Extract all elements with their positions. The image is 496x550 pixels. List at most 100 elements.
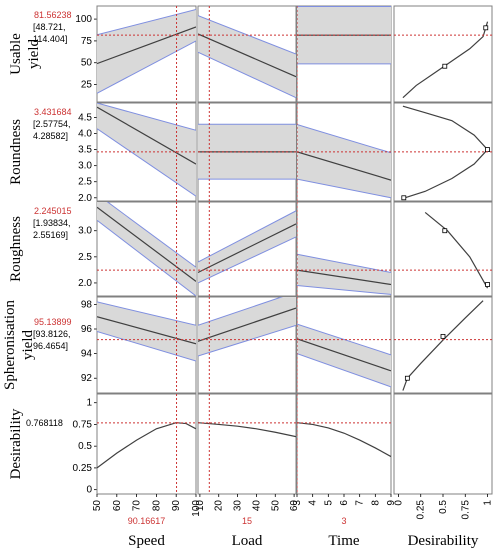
response-label-line: Spheronisation: [2, 300, 18, 390]
x-tick-label: 3: [292, 500, 303, 506]
prediction-line: [97, 422, 196, 469]
y-tick-label: 3.0: [78, 161, 92, 172]
panel-roughness-load: [197, 201, 297, 297]
prediction-line: [97, 106, 196, 165]
panel-roughness-time: [296, 201, 392, 297]
ci-lower-line: [97, 330, 196, 362]
confidence-band: [297, 124, 391, 198]
desirability-handle: [442, 63, 448, 69]
panel-frame: [393, 201, 493, 297]
panel-usable-yield-time: [296, 5, 392, 103]
response-value: 2.245015: [34, 206, 72, 216]
factor-setting: 3: [341, 516, 346, 526]
ci-lower-line: [97, 40, 196, 94]
desirability-function: [402, 21, 489, 99]
x-tick-label: 50: [270, 500, 281, 512]
prediction-line: [97, 316, 196, 345]
panel-spheronisation-yield-time: [296, 296, 392, 394]
response-ci-upper: 2.55169]: [33, 230, 68, 240]
prediction-line: [198, 223, 296, 274]
panel-frame: [197, 393, 297, 495]
panel-frame: [393, 393, 493, 495]
x-tick-label: 7: [355, 500, 366, 506]
x-tick-label: 20: [214, 500, 225, 512]
panel-content: [97, 6, 196, 102]
y-tick-label: 0.5: [78, 441, 92, 452]
y-tick-label: 75: [81, 36, 93, 47]
ci-upper-line: [106, 202, 196, 268]
ci-lower-line: [198, 51, 296, 99]
prediction-line: [97, 206, 196, 282]
ci-upper-line: [297, 253, 391, 273]
panel-content: [394, 211, 492, 289]
ci-lower-line: [198, 236, 296, 284]
response-label-line: yield: [26, 39, 42, 69]
prediction-line: [297, 422, 391, 458]
response-label-usable-yield: Usable yield: [8, 33, 42, 75]
panel-desirability-desirability: [393, 393, 493, 495]
desirability-handle: [442, 228, 448, 234]
desirability-handle: [485, 147, 490, 152]
ci-lower-line: [297, 353, 391, 388]
panel-frame: [296, 393, 392, 495]
prediction-line: [297, 338, 391, 372]
y-tick-label: 100: [75, 14, 92, 25]
panel-roundness-time: [296, 102, 392, 202]
y-tick-label: 98: [81, 299, 93, 310]
x-tick-label: 6: [339, 500, 350, 506]
panel-content: [297, 103, 391, 201]
prediction-line: [198, 422, 296, 438]
response-label-spheronisation-yield: Spheronisation yield: [2, 300, 36, 390]
response-ci-lower: [1.93834,: [33, 218, 71, 228]
panel-desirability-speed: [96, 393, 197, 495]
response-ci-upper: 114.404]: [33, 34, 67, 44]
panel-content: [97, 202, 196, 296]
y-tick-label: 0.25: [73, 463, 93, 474]
response-value: 3.431684: [34, 107, 72, 117]
factor-setting: 90.16617: [128, 516, 166, 526]
panel-spheronisation-yield-speed: [96, 296, 197, 394]
panel-content: [297, 394, 391, 494]
y-tick-label: 4.5: [78, 112, 92, 123]
panel-content: [394, 105, 492, 201]
response-ci-lower: [2.57754,: [33, 119, 71, 129]
panel-desirability-time: [296, 393, 392, 495]
prediction-line: [198, 307, 296, 342]
ci-upper-line: [297, 124, 391, 154]
prediction-line: [297, 151, 391, 181]
x-tick-label: 80: [151, 500, 162, 512]
desirability-handle: [404, 375, 410, 381]
panel-frame: [96, 393, 197, 495]
panel-content: [97, 394, 196, 494]
panel-content: [198, 202, 296, 296]
x-tick-label: 100: [191, 500, 202, 517]
ci-lower-line: [297, 178, 391, 199]
prediction-line: [297, 269, 391, 286]
factor-label-speed: Speed: [128, 533, 165, 549]
y-tick-label: 25: [81, 80, 93, 91]
panel-roundness-load: [197, 102, 297, 202]
y-tick-label: 92: [81, 373, 93, 384]
response-label-desirability: Desirability: [8, 408, 24, 479]
y-tick-label: 1: [86, 398, 92, 409]
desirability-handle: [401, 195, 407, 201]
x-tick-label: 0.75: [460, 500, 471, 520]
ci-lower-line: [97, 219, 196, 296]
panel-content: [198, 297, 296, 393]
panel-roundness-speed: [96, 102, 197, 202]
ci-upper-line: [198, 210, 296, 263]
panel-desirability-load: [197, 393, 297, 495]
x-tick-label: 0.5: [438, 500, 449, 514]
desirability-function: [424, 211, 489, 289]
x-tick-label: 70: [132, 500, 143, 512]
x-tick-label: 10: [195, 500, 206, 512]
panel-content: [394, 300, 492, 391]
y-tick-label: 2.5: [78, 177, 92, 188]
y-tick-label: 94: [81, 349, 93, 360]
factor-label-desirability: Desirability: [408, 533, 479, 549]
response-value: 95.13899: [34, 317, 72, 327]
ci-lower-line: [97, 128, 196, 197]
y-tick-label: 3.0: [78, 226, 92, 237]
ci-lower-line: [198, 324, 296, 357]
